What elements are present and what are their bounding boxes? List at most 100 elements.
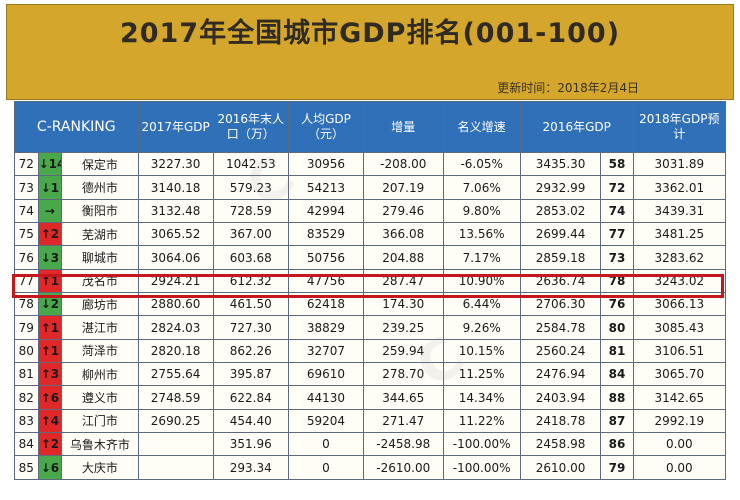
city-cell: 大庆市 [61,455,139,480]
city-cell: 芜湖市 [61,222,139,247]
rank-change-cell: ↓6 [37,455,63,480]
population-cell: 727.30 [212,315,289,340]
city-cell: 江门市 [61,408,139,434]
rank-cell: 85 [14,455,39,480]
rank-change-cell: ↑4 [37,408,63,434]
increase-cell: 271.47 [363,408,444,434]
per-capita-gdp-cell: 0 [287,455,365,480]
table-row: 76 ↓3 聊城市 3064.06 603.68 50756 204.88 7.17% 2859… [14,245,727,270]
per-capita-gdp-cell: 54213 [287,175,365,200]
per-capita-gdp-cell: 32707 [287,338,365,364]
city-cell: 遵义市 [61,385,139,410]
rank-change-cell: ↑2 [37,222,63,247]
gdp2016-cell: 2853.02 [519,198,602,224]
increase-cell: 204.88 [363,245,444,270]
gdp2016-cell: 2610.00 [519,455,602,480]
per-capita-gdp-cell: 83529 [287,222,365,247]
gdp2016-cell: 2476.94 [519,362,602,387]
header-gdp2016: 2016年GDP [519,101,634,153]
population-cell: 461.50 [212,292,289,317]
growth-cell: 9.80% [442,198,521,224]
population-cell: 367.00 [212,222,289,247]
growth-cell: 10.15% [442,338,521,364]
rank2016-cell: 77 [600,222,634,247]
increase-cell: -2458.98 [363,432,444,457]
growth-cell: 14.34% [442,385,521,410]
population-cell: 862.26 [212,338,289,364]
gdp2017-cell: 2820.18 [137,338,214,364]
gdp2018-forecast-cell: 3362.01 [632,175,727,200]
gdp2018-forecast-cell: 0.00 [632,455,727,480]
growth-cell: 13.56% [442,222,521,247]
header-growth: 名义增速 [442,101,521,153]
gdp2018-forecast-cell: 3085.43 [632,315,727,340]
city-cell: 衡阳市 [61,198,139,224]
rank2016-cell: 81 [600,338,634,364]
gdp2016-cell: 2458.98 [519,432,602,457]
growth-cell: 11.22% [442,408,521,434]
gdp2017-cell: 2748.59 [137,385,214,410]
rank-cell: 76 [14,245,39,270]
header-row: C-RANKING 2017年GDP 2016年末人口（万） 人均GDP（元） … [14,101,727,153]
per-capita-gdp-cell: 44130 [287,385,365,410]
population-cell: 293.34 [212,455,289,480]
growth-cell: 9.26% [442,315,521,340]
per-capita-gdp-cell: 69610 [287,362,365,387]
rank2016-cell: 72 [600,175,634,200]
increase-cell: 239.25 [363,315,444,340]
gdp2016-cell: 2403.94 [519,385,602,410]
per-capita-gdp-cell: 47756 [287,268,365,294]
gdp2016-cell: 2706.30 [519,292,602,317]
increase-cell: 366.08 [363,222,444,247]
rank2016-cell: 58 [600,151,634,177]
rank-change-cell: ↑1 [37,338,63,364]
growth-cell: 6.44% [442,292,521,317]
city-cell: 聊城市 [61,245,139,270]
header-gdp2017: 2017年GDP [137,101,214,153]
population-cell: 603.68 [212,245,289,270]
increase-cell: 174.30 [363,292,444,317]
gdp2017-cell: 2755.64 [137,362,214,387]
city-cell: 德州市 [61,175,139,200]
rank-change-cell: ↑1 [37,268,63,294]
per-capita-gdp-cell: 0 [287,432,365,457]
rank-change-cell: ↑3 [37,362,63,387]
title-banner: 2017年全国城市GDP排名(001-100) 更新时间：2018年2月4日 [6,4,734,100]
increase-cell: 344.65 [363,385,444,410]
table-row: 73 ↓1 德州市 3140.18 579.23 54213 207.19 7.06% 2932… [14,175,727,200]
rank2016-cell: 86 [600,432,634,457]
gdp2018-forecast-cell: 3243.02 [632,268,727,294]
gdp2016-cell: 2699.44 [519,222,602,247]
gdp2016-cell: 2932.99 [519,175,602,200]
population-cell: 622.84 [212,385,289,410]
city-cell: 廊坊市 [61,292,139,317]
header-pred2018: 2018年GDP预计 [632,101,727,153]
table-row: 82 ↑6 遵义市 2748.59 622.84 44130 344.65 14.34% 240… [14,385,727,410]
table-row: 83 ↑4 江门市 2690.25 454.40 59204 271.47 11.22% 241… [14,408,727,434]
gdp2016-cell: 2560.24 [519,338,602,364]
rank-change-cell: → [37,198,63,224]
rank2016-cell: 87 [600,408,634,434]
rank-cell: 84 [14,432,39,457]
population-cell: 351.96 [212,432,289,457]
rank-change-cell: ↑1 [37,315,63,340]
table-row: 74 → 衡阳市 3132.48 728.59 42994 279.46 9.80% 2853.… [14,198,727,224]
rank-cell: 73 [14,175,39,200]
gdp2017-cell [137,455,214,480]
rank-cell: 82 [14,385,39,410]
increase-cell: 278.70 [363,362,444,387]
table-row: 77 ↑1 茂名市 2924.21 612.32 47756 287.47 10.90% 263… [14,268,727,294]
gdp2016-cell: 2584.78 [519,315,602,340]
city-cell: 乌鲁木齐市 [61,432,139,457]
growth-cell: 10.90% [442,268,521,294]
rank-cell: 83 [14,408,39,434]
city-cell: 保定市 [61,151,139,177]
gdp2016-cell: 3435.30 [519,151,602,177]
header-pop2016: 2016年末人口（万） [212,101,289,153]
population-cell: 395.87 [212,362,289,387]
gdp2016-cell: 2636.74 [519,268,602,294]
per-capita-gdp-cell: 62418 [287,292,365,317]
gdp2018-forecast-cell: 3481.25 [632,222,727,247]
rank-cell: 75 [14,222,39,247]
